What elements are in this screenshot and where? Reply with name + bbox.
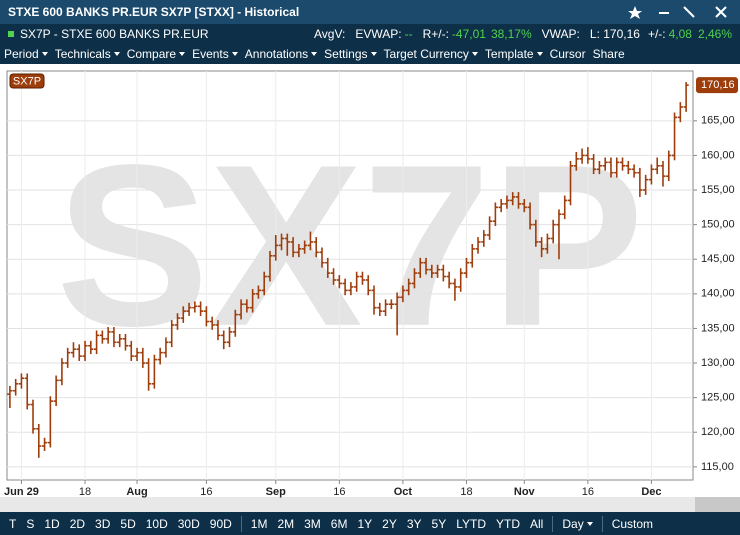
x-tick-label: Dec bbox=[641, 486, 661, 498]
range-button[interactable]: 3D bbox=[95, 516, 111, 531]
range-button[interactable]: S bbox=[26, 516, 35, 531]
r-value: -47,01 bbox=[451, 27, 486, 41]
status-dot bbox=[8, 31, 14, 37]
x-tick-label: 16 bbox=[333, 486, 345, 498]
menu-item[interactable]: Settings bbox=[324, 47, 376, 61]
change-label: +/-: bbox=[647, 27, 666, 41]
last-price-label: 170,16 bbox=[701, 79, 735, 91]
menu-item[interactable]: Period bbox=[4, 47, 48, 61]
x-tick-label: Jun 29 bbox=[4, 486, 39, 498]
y-tick-label: 145,00 bbox=[701, 253, 735, 265]
range-button[interactable]: 3M bbox=[304, 516, 321, 531]
plot-area bbox=[6, 70, 694, 481]
range-button[interactable]: 5Y bbox=[431, 516, 447, 531]
y-tick-label: 165,00 bbox=[701, 115, 735, 127]
separator bbox=[240, 515, 242, 532]
separator bbox=[552, 515, 554, 532]
y-tick-label: 155,00 bbox=[701, 184, 735, 196]
legend-box bbox=[9, 73, 45, 89]
range-button[interactable]: 3Y bbox=[406, 516, 422, 531]
range-button[interactable]: 1D bbox=[44, 516, 60, 531]
change-pct: 2,46% bbox=[697, 27, 732, 41]
x-tick-label: 16 bbox=[200, 486, 212, 498]
range-button[interactable]: 6M bbox=[330, 516, 348, 531]
y-tick-label: 130,00 bbox=[701, 357, 735, 369]
r-pct: 38,17% bbox=[490, 27, 532, 41]
separator bbox=[601, 515, 603, 532]
y-tick-label: 125,00 bbox=[701, 392, 735, 404]
vwap: VWAP: bbox=[541, 27, 580, 41]
scrollbar[interactable] bbox=[695, 497, 740, 512]
window-icons bbox=[628, 6, 727, 19]
x-tick-label: Aug bbox=[126, 486, 147, 498]
x-tick-label: Oct bbox=[394, 486, 413, 498]
menu-item[interactable]: Events bbox=[192, 47, 238, 61]
range-button[interactable]: LYTD bbox=[456, 516, 487, 531]
range-button[interactable]: 2M bbox=[277, 516, 295, 531]
y-tick-label: 115,00 bbox=[701, 461, 734, 473]
range-button[interactable]: Day bbox=[562, 517, 592, 531]
bottom-bar: T S 1D 2D 3D 5D 10D 30D 90D 1M 2M 3M 6M 1Y 2Y 3Y 5Y LYTD Y… bbox=[0, 512, 740, 535]
range-button[interactable]: 2Y bbox=[382, 516, 397, 531]
link-icon[interactable] bbox=[683, 6, 695, 18]
menu-item[interactable]: Annotations bbox=[245, 47, 317, 61]
r-label: R+/-: bbox=[422, 27, 449, 41]
symbol-name: SX7P - STXE 600 BANKS PR.EUR bbox=[20, 27, 209, 41]
x-tick-label: 18 bbox=[460, 486, 472, 498]
range-button[interactable]: 5D bbox=[120, 516, 136, 531]
range-button[interactable]: All bbox=[530, 516, 544, 531]
y-tick-label: 120,00 bbox=[701, 426, 735, 438]
menu-item[interactable]: Compare bbox=[127, 47, 185, 61]
avgv: AvgV: bbox=[313, 27, 346, 41]
change: 4,08 bbox=[668, 27, 692, 41]
legend-label: SX7P bbox=[13, 75, 41, 87]
minimize-icon[interactable] bbox=[659, 12, 669, 14]
menu-item[interactable]: Cursor bbox=[549, 47, 586, 61]
range-button[interactable]: 10D bbox=[145, 516, 168, 531]
range-button[interactable]: YTD bbox=[496, 516, 521, 531]
x-tick-label: Nov bbox=[514, 486, 536, 498]
scroll-track[interactable] bbox=[0, 497, 695, 512]
range-button[interactable]: 1Y bbox=[357, 516, 373, 531]
range-button[interactable]: 30D bbox=[177, 516, 200, 531]
range-button[interactable]: 2D bbox=[69, 516, 86, 531]
menu-item[interactable]: Template bbox=[485, 47, 543, 61]
menu-bar: Period Technicals Compare Events Annotations… bbox=[0, 44, 740, 64]
y-tick-label: 150,00 bbox=[701, 219, 735, 231]
y-tick-label: 160,00 bbox=[701, 149, 735, 161]
window-title: STXE 600 BANKS PR.EUR SX7P [STXX] - Hist… bbox=[8, 5, 300, 19]
title-bar: STXE 600 BANKS PR.EUR SX7P [STXX] - Hist… bbox=[0, 0, 740, 24]
star-icon[interactable] bbox=[628, 6, 642, 19]
range-button[interactable]: 1M bbox=[250, 516, 268, 531]
chart: SX7P 115,00 120,00 125,00 130,00 135,00 140,0… bbox=[0, 64, 740, 512]
menu-item[interactable]: Share bbox=[592, 47, 625, 61]
menu-item[interactable]: Target Currency bbox=[384, 47, 478, 61]
x-tick-label: 18 bbox=[79, 486, 91, 498]
evwap: EVWAP: bbox=[355, 27, 402, 41]
y-tick-label: 135,00 bbox=[701, 322, 735, 334]
menu-item[interactable]: Technicals bbox=[55, 47, 120, 61]
range-button[interactable]: Custom bbox=[611, 516, 654, 531]
close-icon bbox=[715, 6, 727, 18]
y-tick-label: 140,00 bbox=[701, 288, 735, 300]
last-price-box bbox=[696, 77, 738, 94]
symbol-bar: SX7P - STXE 600 BANKS PR.EUR AvgV: EVWAP… bbox=[0, 24, 740, 44]
x-tick-label: Sep bbox=[266, 486, 286, 498]
last: L: 170,16 bbox=[589, 27, 640, 41]
range-button[interactable]: T bbox=[9, 516, 17, 531]
watermark: SX7P bbox=[56, 117, 644, 374]
evwap-value: -- bbox=[404, 27, 413, 41]
range-button[interactable]: 90D bbox=[209, 516, 232, 531]
x-tick-label: 16 bbox=[582, 486, 594, 498]
